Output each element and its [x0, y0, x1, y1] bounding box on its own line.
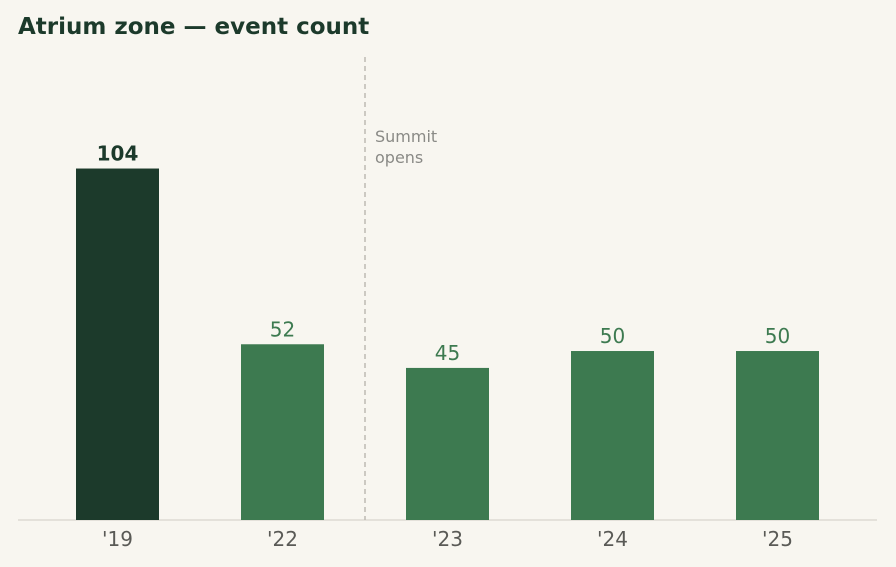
x-tick-label: '23: [432, 527, 463, 551]
x-tick-label: '19: [102, 527, 133, 551]
bar: [571, 351, 654, 520]
value-label: 52: [270, 317, 295, 341]
bar: [76, 168, 159, 520]
bar: [406, 367, 489, 520]
chart-title: Atrium zone — event count: [18, 14, 370, 40]
value-label: 104: [97, 142, 139, 166]
x-tick-label: '25: [762, 527, 793, 551]
value-label: 50: [765, 324, 790, 348]
annotation: Summit opens: [375, 127, 438, 167]
bar: [241, 344, 324, 520]
bar: [736, 351, 819, 520]
x-tick-label: '24: [597, 527, 628, 551]
value-label: 50: [600, 324, 625, 348]
value-label: 45: [435, 341, 460, 365]
x-tick-label: '22: [267, 527, 298, 551]
